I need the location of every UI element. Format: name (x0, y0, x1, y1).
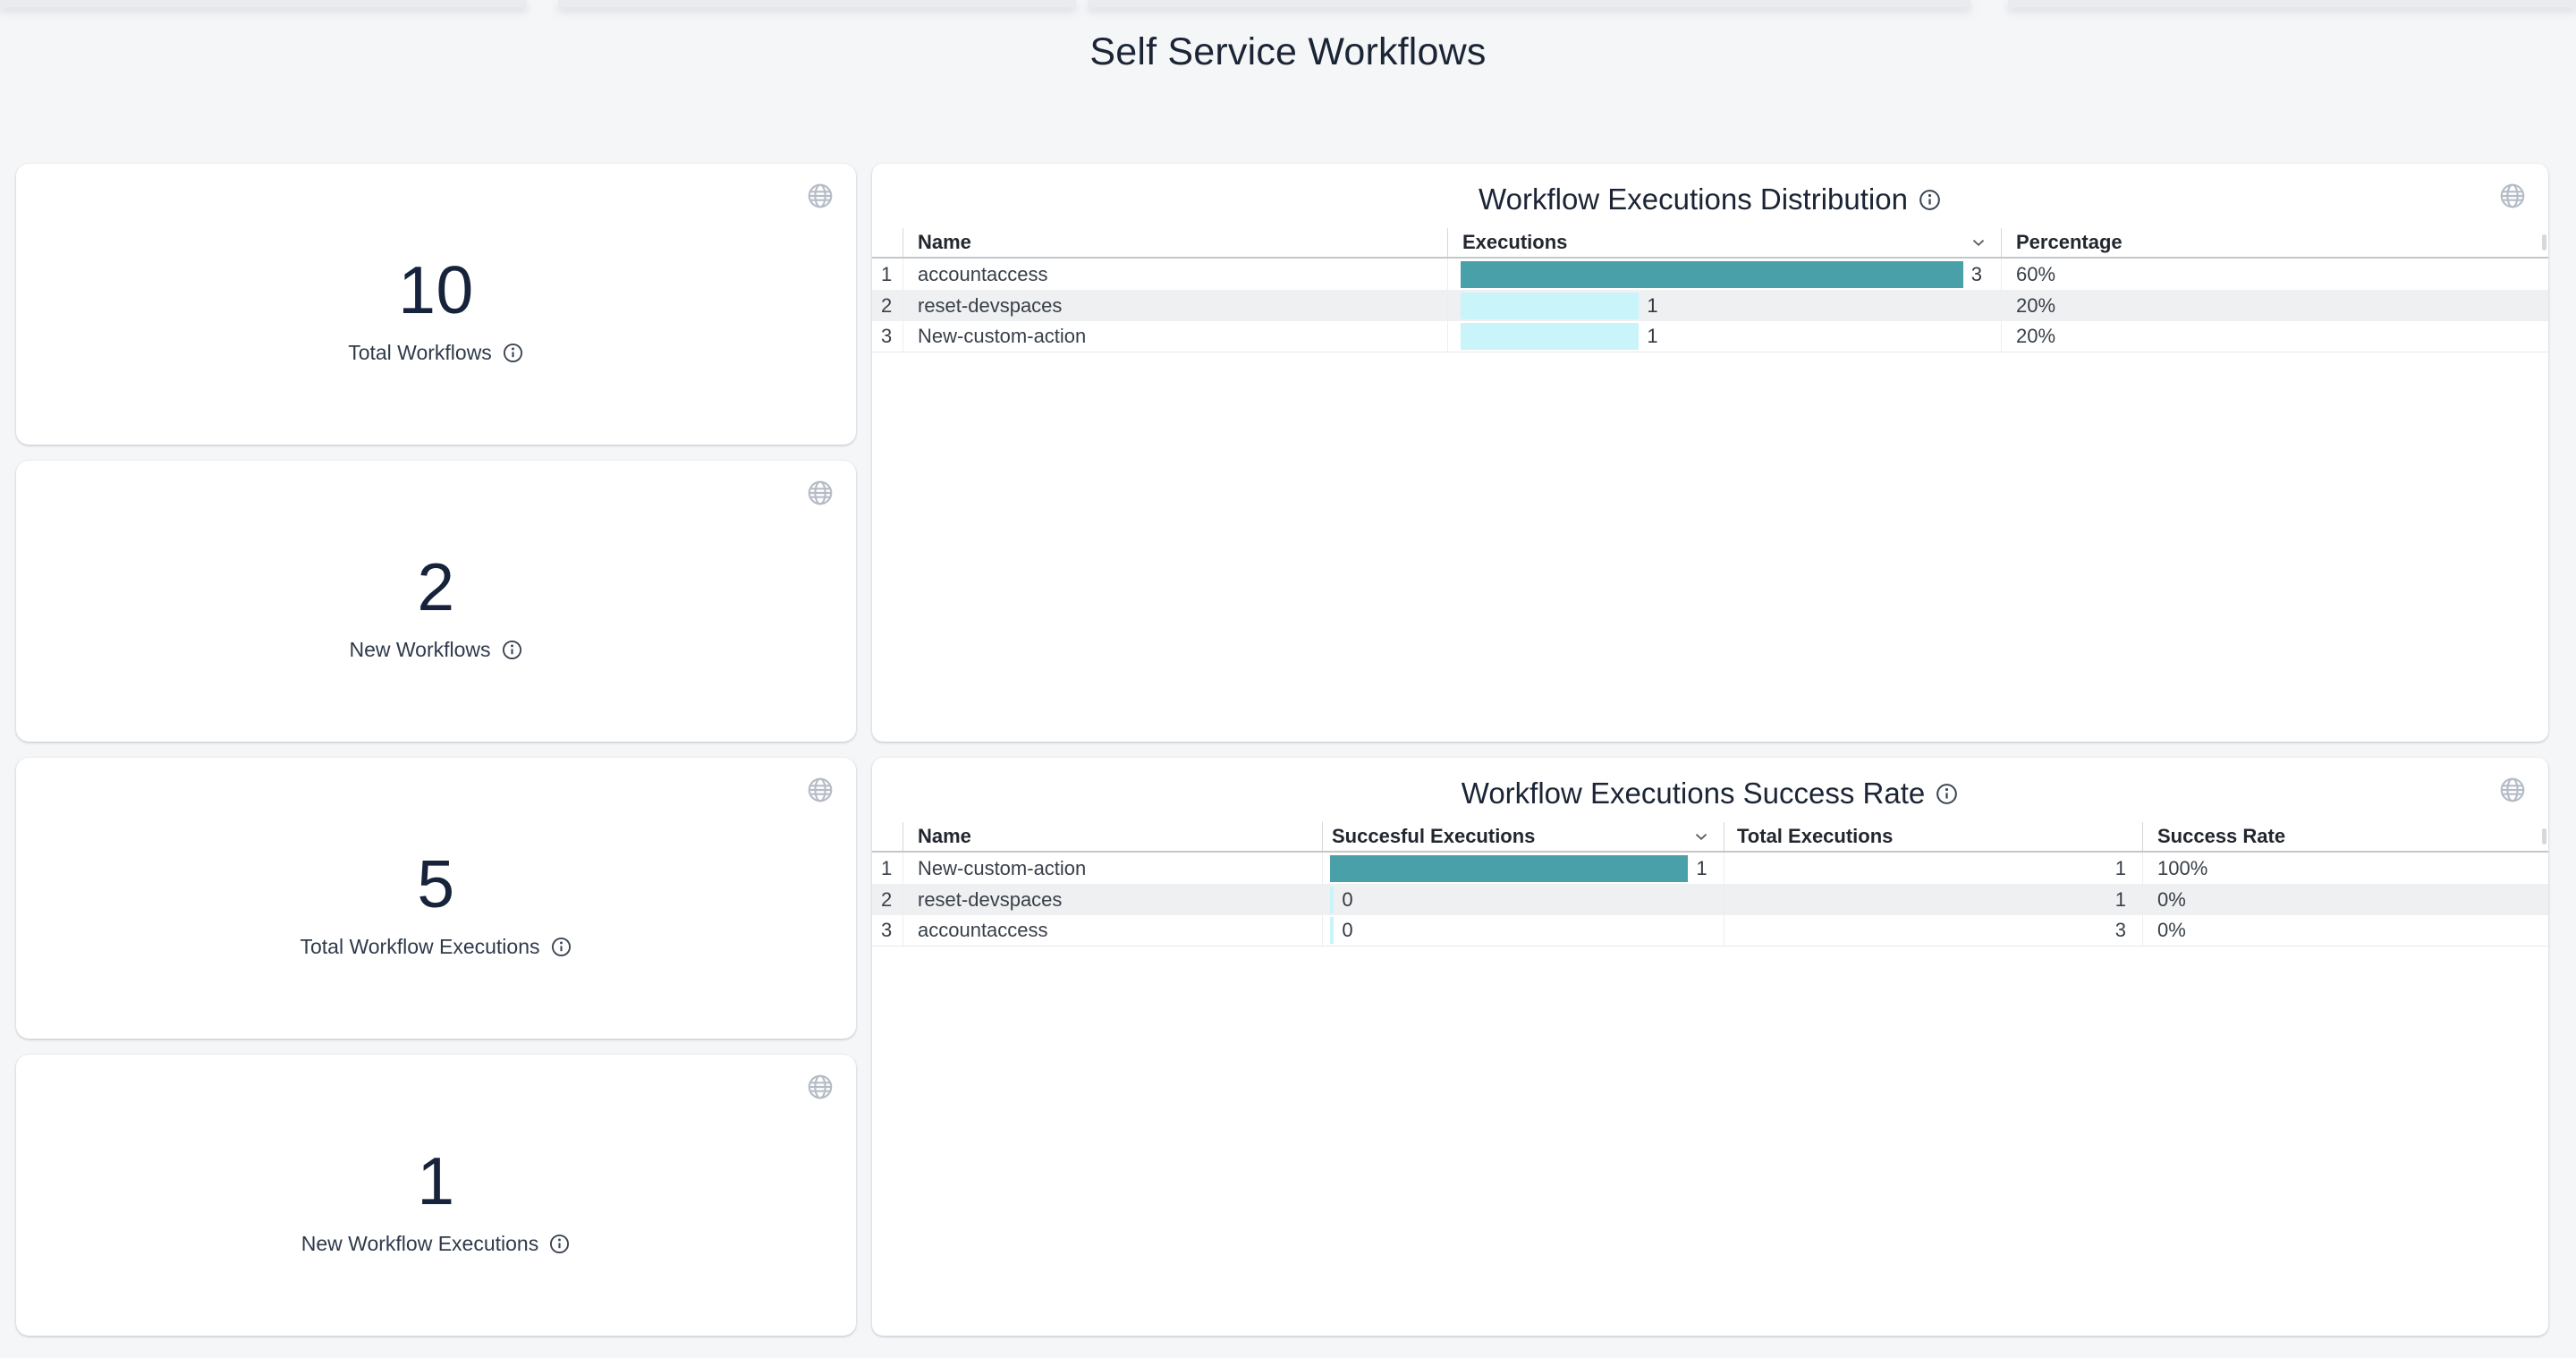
stat-label: New Workflows (349, 638, 491, 661)
stat-label: Total Workflow Executions (300, 935, 540, 958)
page-title: Self Service Workflows (1089, 30, 1487, 73)
table-row: 1 New-custom-action 1 1 100% (872, 853, 2548, 884)
succesful-executions-value: 1 (1696, 856, 1707, 879)
stat-value: 2 (417, 549, 455, 624)
table-header-row: Name Executions Percentage (872, 228, 2548, 259)
executions-value: 1 (1647, 325, 1658, 347)
column-header-name: Name (902, 228, 1447, 257)
workflow-name: accountaccess (902, 915, 1322, 946)
cutoff-card-strip (2008, 0, 2576, 7)
percentage-value: 20% (2001, 321, 2548, 352)
panel-workflow-executions-distribution: Workflow Executions Distribution Name Ex… (872, 164, 2548, 742)
total-executions-value: 3 (1724, 915, 2142, 946)
info-icon[interactable] (501, 639, 523, 661)
succesful-executions-bar-cell: 0 (1322, 884, 1724, 915)
globe-icon[interactable] (806, 1073, 835, 1101)
success-rate-value: 0% (2142, 915, 2548, 946)
table-row: 1 accountaccess 3 60% (872, 259, 2548, 290)
chevron-down-icon[interactable] (1969, 233, 1988, 252)
panel-title: Workflow Executions Success Rate (1461, 777, 1926, 810)
info-icon[interactable] (502, 342, 524, 364)
stat-value: 5 (417, 846, 455, 921)
workflow-name: reset-devspaces (902, 884, 1322, 915)
column-header-index (872, 228, 902, 257)
succesful-executions-bar (1330, 854, 1689, 882)
globe-icon[interactable] (806, 776, 835, 804)
table-header-row: Name Succesful Executions Total Executio… (872, 822, 2548, 853)
globe-icon[interactable] (2498, 182, 2527, 210)
executions-distribution-table: Name Executions Percentage 1 accountacce… (872, 228, 2548, 352)
executions-bar-cell: 1 (1447, 321, 2001, 352)
stat-card-new-workflows: 2 New Workflows (16, 461, 856, 742)
succesful-executions-bar-cell: 1 (1322, 853, 1724, 884)
succesful-executions-value: 0 (1342, 887, 1353, 911)
info-icon[interactable] (550, 936, 572, 958)
column-header-total-executions: Total Executions (1724, 822, 2142, 851)
succesful-executions-bar (1330, 886, 1335, 913)
success-rate-value: 0% (2142, 884, 2548, 915)
succesful-executions-bar-cell: 0 (1322, 915, 1724, 946)
stat-label: Total Workflows (348, 341, 492, 364)
executions-value: 1 (1647, 293, 1658, 317)
total-executions-value: 1 (1724, 853, 2142, 884)
success-rate-value: 100% (2142, 853, 2548, 884)
panel-title: Workflow Executions Distribution (1479, 182, 1908, 216)
column-header-index (872, 822, 902, 851)
column-header-percentage: Percentage (2001, 228, 2548, 257)
stat-value: 10 (398, 252, 474, 327)
row-index: 1 (881, 262, 893, 285)
executions-bar (1461, 323, 1640, 350)
row-index: 3 (881, 325, 893, 347)
executions-bar (1461, 292, 1640, 319)
stat-value: 1 (417, 1143, 455, 1218)
percentage-value: 60% (2001, 259, 2548, 290)
table-row: 3 accountaccess 0 3 0% (872, 915, 2548, 946)
executions-bar-cell: 1 (1447, 290, 2001, 321)
column-header-name: Name (902, 822, 1322, 851)
total-executions-value: 1 (1724, 884, 2142, 915)
succesful-executions-value: 0 (1342, 919, 1353, 941)
row-index: 2 (881, 887, 893, 911)
globe-icon[interactable] (806, 182, 835, 210)
info-icon[interactable] (1935, 782, 1959, 806)
cutoff-card-strip (558, 0, 1076, 7)
executions-value: 3 (1970, 262, 1982, 285)
succesful-executions-bar (1330, 917, 1335, 944)
panel-workflow-executions-success-rate: Workflow Executions Success Rate Name Su… (872, 758, 2548, 1336)
workflow-name: accountaccess (902, 259, 1447, 290)
cutoff-card-strip (1088, 0, 1970, 7)
chevron-down-icon[interactable] (1691, 827, 1711, 846)
executions-bar (1461, 260, 1963, 288)
workflow-name: New-custom-action (902, 853, 1322, 884)
stat-card-new-workflow-executions: 1 New Workflow Executions (16, 1055, 856, 1336)
column-header-success-rate: Success Rate (2142, 822, 2548, 851)
workflow-name: reset-devspaces (902, 290, 1447, 321)
table-row: 2 reset-devspaces 0 1 0% (872, 884, 2548, 915)
stat-label: New Workflow Executions (301, 1232, 539, 1255)
workflow-name: New-custom-action (902, 321, 1447, 352)
success-rate-table: Name Succesful Executions Total Executio… (872, 822, 2548, 946)
scrollbar-thumb[interactable] (2542, 234, 2546, 250)
info-icon[interactable] (548, 1233, 571, 1255)
column-header-executions[interactable]: Executions (1447, 228, 2001, 257)
globe-icon[interactable] (806, 479, 835, 507)
column-header-succesful-executions[interactable]: Succesful Executions (1322, 822, 1724, 851)
row-index: 2 (881, 293, 893, 317)
globe-icon[interactable] (2498, 776, 2527, 804)
stat-card-total-workflows: 10 Total Workflows (16, 164, 856, 445)
row-index: 1 (881, 856, 893, 879)
row-index: 3 (881, 919, 893, 941)
scrollbar-thumb[interactable] (2542, 828, 2546, 845)
percentage-value: 20% (2001, 290, 2548, 321)
table-row: 3 New-custom-action 1 20% (872, 321, 2548, 352)
table-row: 2 reset-devspaces 1 20% (872, 290, 2548, 321)
info-icon[interactable] (1918, 188, 1942, 212)
executions-bar-cell: 3 (1447, 259, 2001, 290)
cutoff-card-strip (0, 0, 527, 7)
stat-card-total-workflow-executions: 5 Total Workflow Executions (16, 758, 856, 1039)
